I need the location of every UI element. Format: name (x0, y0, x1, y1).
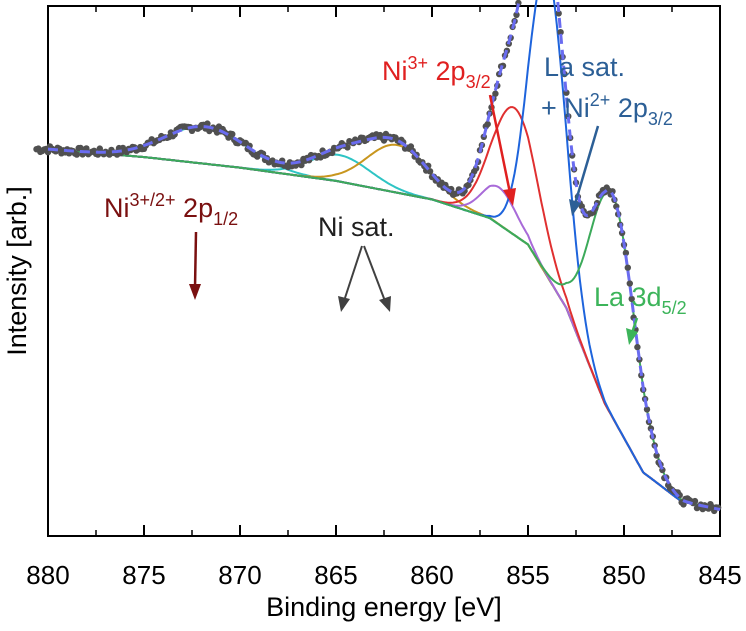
x-axis-ticks: 880 875 870 865 860 855 850 845 (26, 6, 742, 590)
x-tick-label: 865 (314, 560, 357, 590)
data-point (626, 280, 633, 287)
data-point (643, 406, 651, 413)
arrow-ni-2p12 (189, 231, 201, 300)
data-point (513, 11, 520, 18)
arrow-ni-sat-right (363, 245, 391, 312)
arrow-ni-sat-left (338, 245, 363, 312)
data-point (557, 29, 564, 36)
annotation-ni3-2p32: Ni3+ 2p3/2 (382, 53, 491, 92)
annotation-ni-2p12: Ni3+/2+ 2p1/2 (104, 190, 238, 229)
annotation-la-sat-ni2: + Ni2+ 2p3/2 (541, 90, 673, 129)
data-point (555, 10, 562, 17)
x-tick-label: 880 (26, 560, 69, 590)
data-point (484, 120, 491, 128)
data-point (73, 151, 81, 158)
arrow-la-3d52 (626, 317, 639, 345)
x-tick-label: 855 (506, 560, 549, 590)
peak-ni3-2-2p1-2 (47, 125, 721, 511)
x-tick-label: 860 (410, 560, 453, 590)
data-point (609, 188, 616, 195)
data-point (344, 144, 351, 151)
annotation-arrows (189, 94, 639, 345)
data-point (204, 120, 211, 127)
data-point (653, 452, 660, 459)
envelope (47, 0, 721, 511)
x-axis-label: Binding energy [eV] (266, 592, 502, 622)
x-tick-label: 845 (698, 560, 741, 590)
data-point (77, 144, 84, 152)
annotation-la-sat: La sat. (544, 52, 625, 82)
data-point (298, 161, 305, 169)
data-point (465, 181, 472, 189)
data-point (624, 264, 631, 271)
y-axis-label: Intensity [arb.] (2, 186, 32, 356)
data-point (622, 249, 630, 257)
data-point (426, 168, 434, 175)
data-point (634, 343, 641, 351)
data-point (83, 145, 90, 152)
x-tick-label: 875 (122, 560, 165, 590)
x-tick-label: 870 (218, 560, 261, 590)
x-tick-label: 850 (602, 560, 645, 590)
arrow-la-sat-ni2 (569, 125, 600, 216)
data-point (691, 497, 699, 505)
envelope-fit (47, 0, 721, 511)
data-point (569, 152, 576, 159)
annotation-la-3d52: La 3d5/2 (594, 282, 687, 318)
annotation-ni-sat: Ni sat. (318, 212, 395, 242)
data-point (628, 295, 635, 303)
data-point (492, 90, 499, 97)
arrow-ni3-2p32 (488, 94, 516, 206)
data-point (229, 130, 236, 138)
